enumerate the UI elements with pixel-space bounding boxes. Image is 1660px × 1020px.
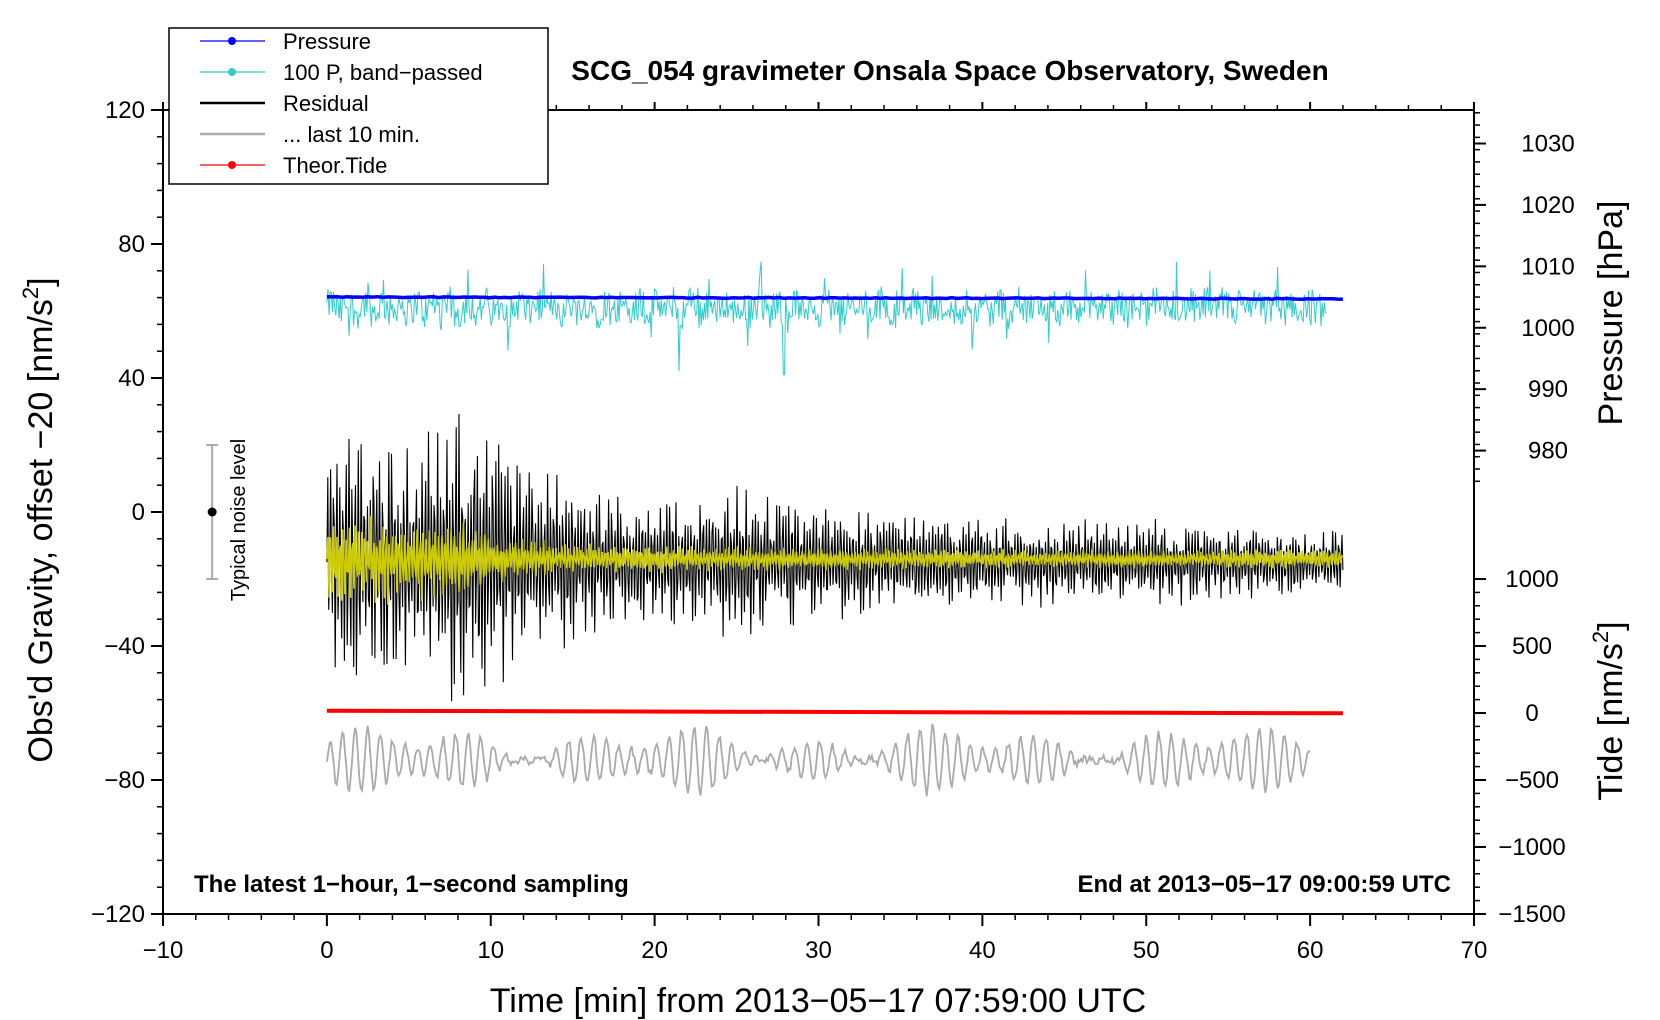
series-residual-smoothed <box>326 515 1344 605</box>
tide-tick-label: 0 <box>1525 700 1538 727</box>
y-axis-label-tide: Tide [nm/s2] <box>1588 621 1630 800</box>
x-tick-label: −10 <box>143 937 184 964</box>
tide-tick-label: −500 <box>1505 767 1559 794</box>
pressure-tick-label: 1000 <box>1521 315 1574 342</box>
x-tick-label: 70 <box>1461 937 1488 964</box>
x-tick-label: 10 <box>477 937 504 964</box>
y-tick-label: 80 <box>118 231 145 258</box>
y-tick-label: −120 <box>91 901 145 928</box>
tide-tick-label: 1000 <box>1505 566 1558 593</box>
tide-tick-label: −1000 <box>1498 834 1565 861</box>
x-tick-label: 30 <box>805 937 832 964</box>
tide-tick-label: −1500 <box>1498 901 1565 928</box>
pressure-tick-label: 990 <box>1528 376 1568 403</box>
x-axis-label: Time [min] from 2013−05−17 07:59:00 UTC <box>490 982 1146 1020</box>
pressure-tick-label: 980 <box>1528 438 1568 465</box>
legend: Pressure 100 P, band−passed Residual ... la… <box>168 27 549 185</box>
series-bandpassed-pressure <box>326 261 1327 376</box>
legend-label: Pressure <box>283 29 371 54</box>
x-tick-label: 50 <box>1133 937 1160 964</box>
noise-level-label: Typical noise level <box>228 439 250 601</box>
y-tick-label: −80 <box>104 767 145 794</box>
series-theoretical-tide <box>326 708 1343 716</box>
pressure-tick-label: 1020 <box>1521 192 1574 219</box>
y-axis-label-left: Obs'd Gravity, offset −20 [nm/s2] <box>18 277 60 762</box>
axis-layer: −10 0 10 20 30 40 50 60 7012080400−40−80−1201030… <box>91 97 1575 964</box>
series-pressure <box>326 294 1343 301</box>
annotation-left: The latest 1−hour, 1−second sampling <box>194 871 629 898</box>
legend-label: 100 P, band−passed <box>283 60 483 85</box>
y-tick-label: 0 <box>132 499 145 526</box>
legend-box <box>168 27 549 185</box>
legend-label: ... last 10 min. <box>283 122 420 147</box>
x-tick-label: 0 <box>320 937 333 964</box>
legend-marker <box>228 37 236 45</box>
y-axis-label-pressure: Pressure [hPa] <box>1592 201 1630 426</box>
series-layer <box>206 261 1344 797</box>
annotation-right: End at 2013−05−17 09:00:59 UTC <box>1077 871 1451 898</box>
legend-marker <box>228 161 236 169</box>
plot-frame <box>162 109 1475 915</box>
legend-marker <box>228 68 236 76</box>
tide-tick-label: 500 <box>1512 633 1552 660</box>
x-tick-label: 60 <box>1297 937 1324 964</box>
y-tick-label: 40 <box>118 365 145 392</box>
noise-bar-center <box>207 507 217 517</box>
y-tick-label: −40 <box>104 633 145 660</box>
series-residual <box>326 413 1344 702</box>
legend-label: Theor.Tide <box>283 153 387 178</box>
legend-items: Pressure 100 P, band−passed Residual ... la… <box>200 29 483 178</box>
series-last-10-min <box>326 723 1311 797</box>
x-tick-label: 40 <box>969 937 996 964</box>
legend-label: Residual <box>283 91 369 116</box>
pressure-tick-label: 1010 <box>1521 253 1574 280</box>
pressure-tick-label: 1030 <box>1521 131 1574 158</box>
x-tick-label: 20 <box>641 937 668 964</box>
chart-title: SCG_054 gravimeter Onsala Space Observat… <box>571 55 1328 86</box>
y-tick-label: 120 <box>105 97 145 124</box>
